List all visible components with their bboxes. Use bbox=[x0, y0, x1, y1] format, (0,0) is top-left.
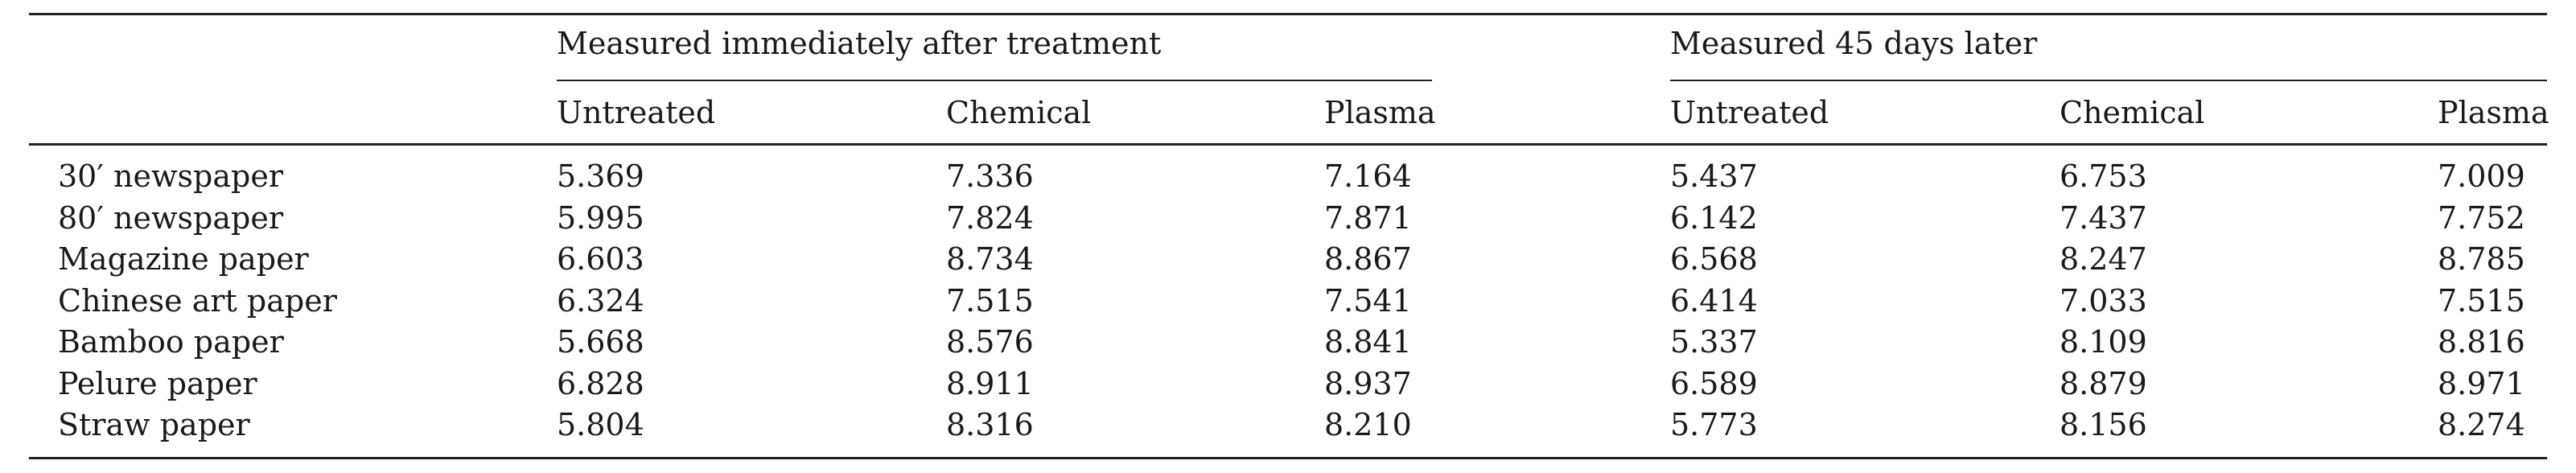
cell-value: 6.414 bbox=[1670, 283, 1758, 319]
cell-value: 6.589 bbox=[1670, 366, 1758, 401]
cell-value: 8.156 bbox=[2060, 407, 2147, 442]
cell-value: 6.142 bbox=[1670, 200, 1758, 236]
table-row: Pelure paper 6.828 8.911 8.937 6.589 8.8… bbox=[29, 365, 2547, 402]
group-header-immediate: Measured immediately after treatment bbox=[557, 26, 1162, 61]
table-row: Magazine paper 6.603 8.734 8.867 6.568 8… bbox=[29, 241, 2547, 278]
cell-value: 8.274 bbox=[2438, 407, 2525, 442]
row-label: 80′ newspaper bbox=[58, 200, 284, 236]
top-rule bbox=[29, 13, 2547, 15]
cell-value: 8.785 bbox=[2438, 241, 2525, 277]
cell-value: 6.753 bbox=[2060, 158, 2147, 194]
cell-value: 7.541 bbox=[1324, 283, 1412, 319]
cell-value: 7.033 bbox=[2060, 283, 2147, 319]
cell-value: 5.437 bbox=[1670, 158, 1758, 194]
column-header-chemical-45-days: Chemical bbox=[2060, 95, 2205, 130]
cell-value: 8.576 bbox=[946, 324, 1034, 360]
cell-value: 5.337 bbox=[1670, 324, 1758, 360]
row-label: Bamboo paper bbox=[58, 324, 284, 360]
cell-value: 8.109 bbox=[2060, 324, 2147, 360]
cell-value: 7.824 bbox=[946, 200, 1034, 236]
cell-value: 6.603 bbox=[557, 241, 644, 277]
cell-value: 5.773 bbox=[1670, 407, 1758, 442]
header-rule bbox=[29, 143, 2547, 146]
cell-value: 8.911 bbox=[946, 366, 1034, 401]
cell-value: 5.668 bbox=[557, 324, 644, 360]
cell-value: 8.841 bbox=[1324, 324, 1412, 360]
cell-value: 7.515 bbox=[946, 283, 1034, 319]
column-header-plasma-45-days: Plasma bbox=[2438, 95, 2549, 130]
row-label: 30′ newspaper bbox=[58, 158, 284, 194]
group-header-45-days: Measured 45 days later bbox=[1670, 26, 2038, 61]
table-row: 80′ newspaper 5.995 7.824 7.871 6.142 7.… bbox=[29, 199, 2547, 236]
cell-value: 7.515 bbox=[2438, 283, 2525, 319]
cell-value: 7.009 bbox=[2438, 158, 2525, 194]
cell-value: 5.995 bbox=[557, 200, 644, 236]
table-row: Straw paper 5.804 8.316 8.210 5.773 8.15… bbox=[29, 406, 2547, 443]
column-header-chemical-immediate: Chemical bbox=[946, 95, 1092, 130]
group-rule-45-days bbox=[1670, 80, 2547, 81]
cell-value: 6.568 bbox=[1670, 241, 1758, 277]
table-row: Chinese art paper 6.324 7.515 7.541 6.41… bbox=[29, 282, 2547, 319]
cell-value: 8.734 bbox=[946, 241, 1034, 277]
cell-value: 7.437 bbox=[2060, 200, 2147, 236]
cell-value: 6.828 bbox=[557, 366, 644, 401]
cell-value: 5.369 bbox=[557, 158, 644, 194]
cell-value: 8.971 bbox=[2438, 366, 2525, 401]
cell-value: 8.816 bbox=[2438, 324, 2525, 360]
row-label: Straw paper bbox=[58, 407, 250, 442]
table-row: 30′ newspaper 5.369 7.336 7.164 5.437 6.… bbox=[29, 158, 2547, 195]
group-rule-immediate bbox=[557, 80, 1432, 81]
cell-value: 5.804 bbox=[557, 407, 644, 442]
cell-value: 7.871 bbox=[1324, 200, 1412, 236]
column-header-plasma-immediate: Plasma bbox=[1324, 95, 1436, 130]
column-header-untreated-45-days: Untreated bbox=[1670, 95, 1829, 130]
cell-value: 8.210 bbox=[1324, 407, 1412, 442]
cell-value: 8.879 bbox=[2060, 366, 2147, 401]
cell-value: 6.324 bbox=[557, 283, 644, 319]
cell-value: 8.247 bbox=[2060, 241, 2147, 277]
row-label: Magazine paper bbox=[58, 241, 309, 277]
row-label: Pelure paper bbox=[58, 366, 257, 401]
cell-value: 8.867 bbox=[1324, 241, 1412, 277]
cell-value: 8.937 bbox=[1324, 366, 1412, 401]
cell-value: 7.164 bbox=[1324, 158, 1412, 194]
table-row: Bamboo paper 5.668 8.576 8.841 5.337 8.1… bbox=[29, 323, 2547, 360]
cell-value: 8.316 bbox=[946, 407, 1034, 442]
data-table: Measured immediately after treatment Mea… bbox=[29, 0, 2549, 473]
row-label: Chinese art paper bbox=[58, 283, 337, 319]
column-header-untreated-immediate: Untreated bbox=[557, 95, 716, 130]
cell-value: 7.752 bbox=[2438, 200, 2525, 236]
bottom-rule bbox=[29, 457, 2547, 459]
cell-value: 7.336 bbox=[946, 158, 1034, 194]
